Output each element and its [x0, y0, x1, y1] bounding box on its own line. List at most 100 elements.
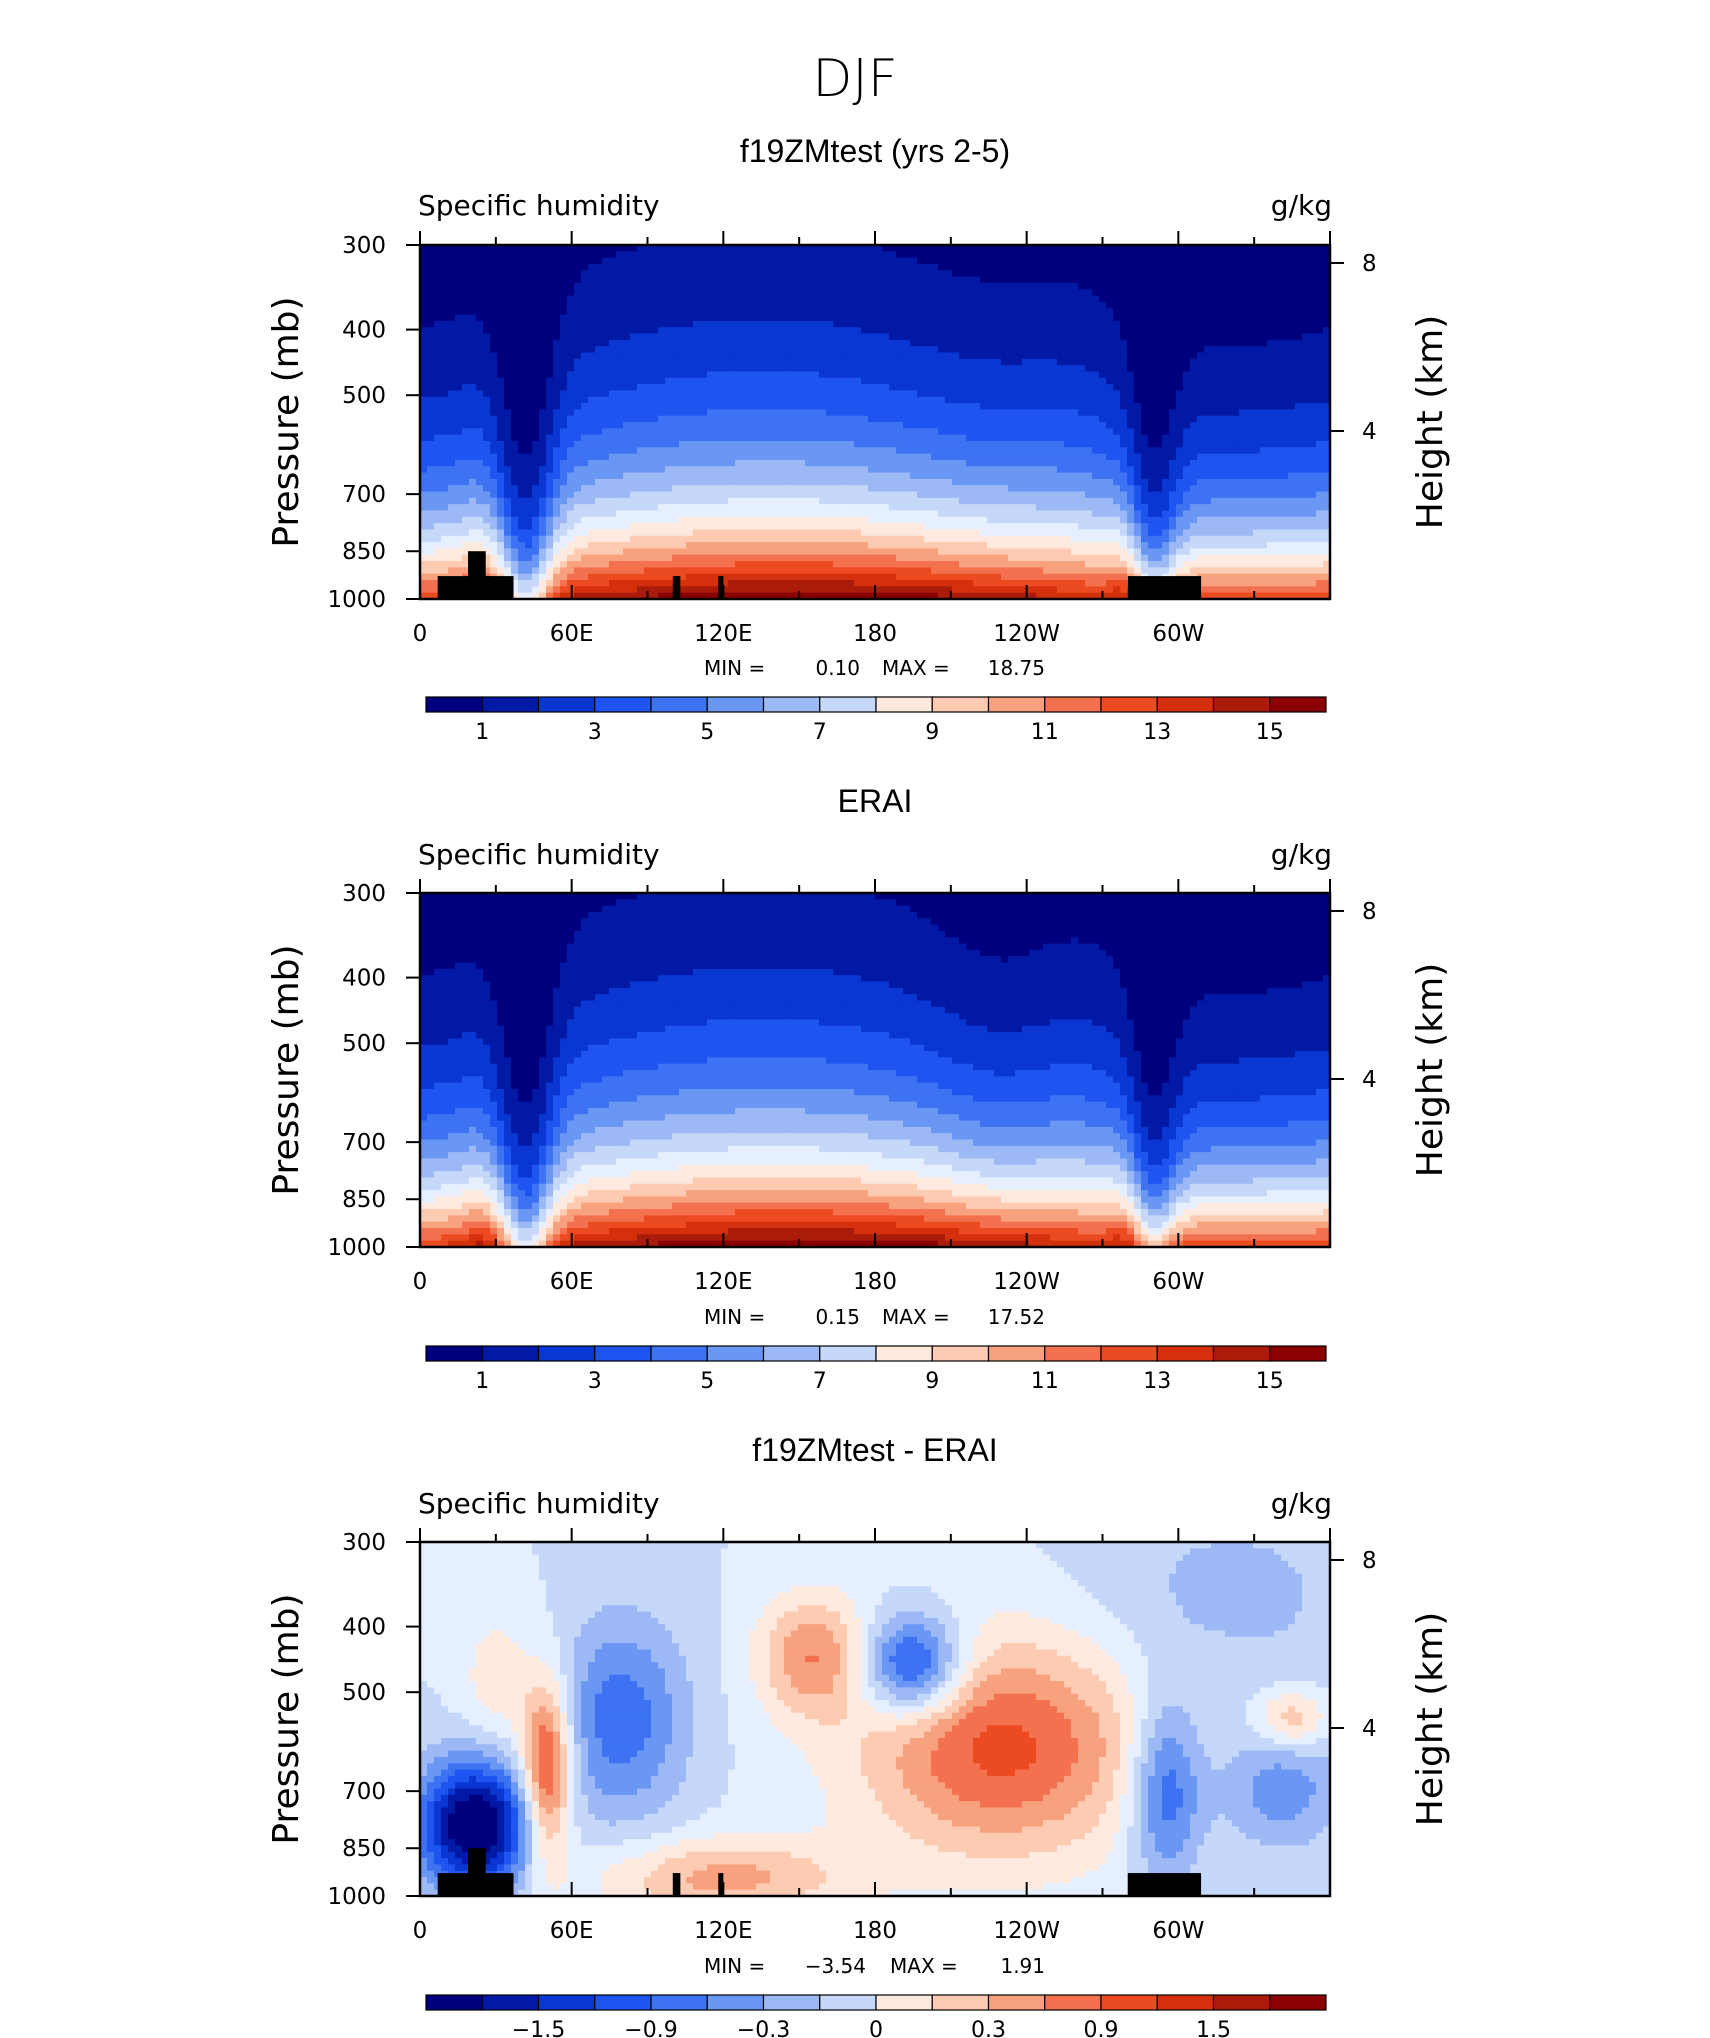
field-cell: [476, 447, 484, 455]
field-cell: [987, 282, 995, 290]
field-cell: [1071, 365, 1079, 373]
field-cell: [511, 472, 519, 480]
field-cell: [609, 282, 617, 290]
field-cell: [742, 384, 750, 391]
field-cell: [1190, 295, 1198, 303]
field-cell: [1218, 459, 1226, 467]
field-cell: [784, 320, 792, 328]
field-cell: [742, 485, 750, 493]
field-cell: [875, 422, 883, 429]
field-cell: [1197, 276, 1205, 284]
field-cell: [441, 346, 449, 354]
field-cell: [917, 289, 925, 297]
field-cell: [441, 327, 449, 335]
field-cell: [623, 434, 631, 442]
field-cell: [742, 270, 750, 278]
field-cell: [511, 384, 519, 391]
field-cell: [546, 270, 554, 278]
field-cell: [637, 390, 645, 398]
field-cell: [973, 282, 981, 290]
field-cell: [994, 409, 1002, 417]
field-cell: [420, 301, 428, 309]
field-cell: [672, 422, 680, 429]
field-cell: [917, 263, 925, 271]
field-cell: [756, 422, 764, 429]
field-cell: [763, 320, 771, 328]
field-cell: [910, 352, 918, 360]
field-cell: [1176, 466, 1184, 474]
field-cell: [770, 485, 778, 493]
field-cell: [1302, 478, 1310, 486]
field-cell: [1043, 263, 1051, 271]
field-cell: [959, 314, 967, 322]
field-cell: [567, 352, 575, 360]
field-cell: [805, 276, 813, 284]
field-cell: [770, 270, 778, 278]
field-cell: [567, 440, 575, 448]
field-cell: [1204, 245, 1212, 252]
field-cell: [1288, 339, 1296, 347]
field-cell: [1309, 358, 1317, 366]
field-cell: [714, 346, 722, 354]
field-cell: [1176, 472, 1184, 480]
field-cell: [1253, 270, 1261, 278]
field-cell: [1064, 472, 1072, 480]
field-cell: [462, 251, 470, 259]
field-cell: [1057, 365, 1065, 373]
field-cell: [665, 333, 673, 341]
field-cell: [980, 314, 988, 322]
field-cell: [840, 422, 848, 429]
field-cell: [833, 301, 841, 309]
field-cell: [476, 415, 484, 423]
field-cell: [1267, 352, 1275, 360]
field-cell: [1036, 440, 1044, 448]
field-cell: [1316, 276, 1324, 284]
field-cell: [441, 434, 449, 442]
field-cell: [700, 301, 708, 309]
field-cell: [833, 422, 841, 429]
field-cell: [560, 251, 568, 259]
field-cell: [1316, 422, 1324, 429]
field-cell: [791, 472, 799, 480]
field-cell: [1309, 320, 1317, 328]
field-cell: [553, 333, 561, 341]
field-cell: [784, 358, 792, 366]
field-cell: [966, 346, 974, 354]
field-cell: [1008, 251, 1016, 259]
field-cell: [616, 251, 624, 259]
field-cell: [1295, 440, 1303, 448]
field-cell: [1232, 358, 1240, 366]
field-cell: [497, 440, 505, 448]
field-cell: [784, 384, 792, 391]
field-cell: [630, 301, 638, 309]
field-cell: [1281, 409, 1289, 417]
field-cell: [1309, 289, 1317, 297]
field-cell: [910, 314, 918, 322]
field-cell: [1106, 466, 1114, 474]
field-cell: [854, 339, 862, 347]
field-cell: [770, 339, 778, 347]
field-cell: [1078, 466, 1086, 474]
field-cell: [868, 263, 876, 271]
field-cell: [1211, 333, 1219, 341]
field-cell: [896, 276, 904, 284]
field-cell: [462, 409, 470, 417]
field-cell: [896, 301, 904, 309]
field-cell: [903, 346, 911, 354]
field-cell: [1176, 440, 1184, 448]
field-cell: [1036, 314, 1044, 322]
field-cell: [1155, 440, 1163, 448]
field-cell: [532, 466, 540, 474]
field-cell: [588, 276, 596, 284]
field-cell: [1064, 434, 1072, 442]
field-cell: [1050, 396, 1058, 404]
field-cell: [1141, 434, 1149, 442]
field-cell: [1323, 409, 1330, 417]
field-cell: [833, 320, 841, 328]
field-cell: [1071, 428, 1079, 436]
field-cell: [959, 276, 967, 284]
field-cell: [1246, 428, 1254, 436]
field-cell: [735, 257, 743, 265]
field-cell: [1057, 333, 1065, 341]
field-cell: [1183, 447, 1191, 455]
